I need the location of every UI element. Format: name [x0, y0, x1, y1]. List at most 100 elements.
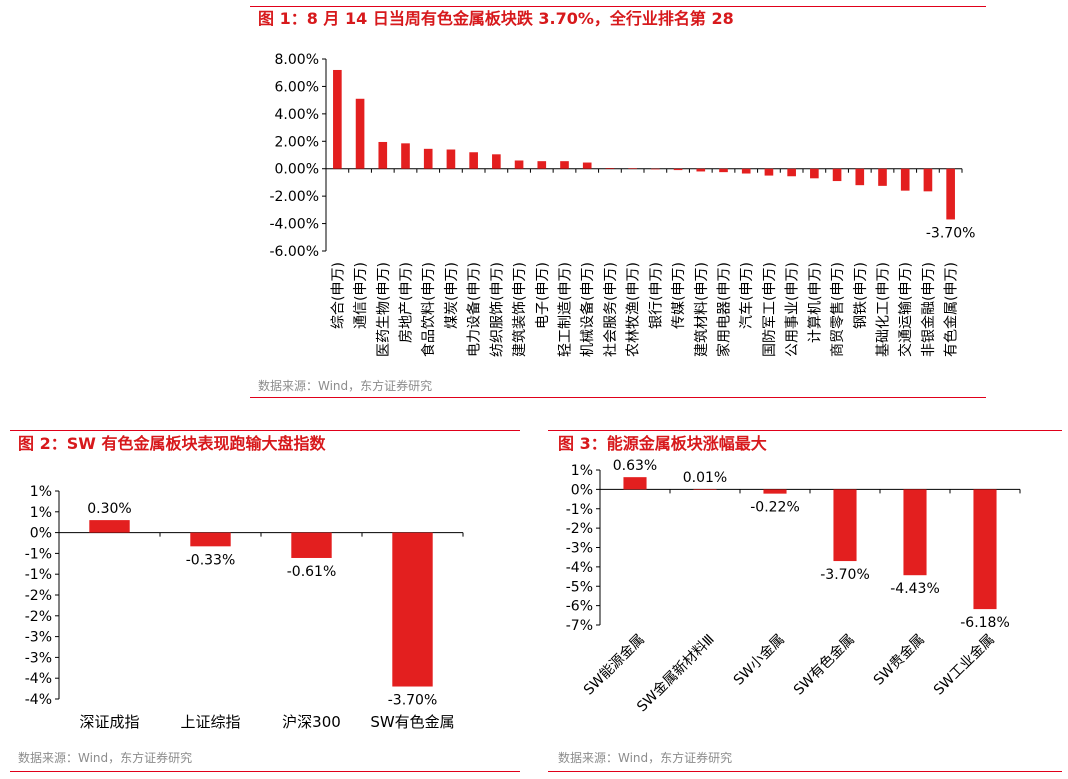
bar-3: [763, 489, 787, 494]
category-label: 深证成指: [79, 713, 139, 731]
chart2-top-rule: [10, 430, 520, 431]
bar-24: [855, 168, 865, 186]
data-label: 0.30%: [87, 501, 131, 517]
category-label: 医药生物(申万): [376, 262, 392, 357]
bar-26: [900, 168, 910, 191]
chart1-plot: 8.00% 6.00% 4.00% 2.00% 0.00% -2.00% -4.00% -6.…: [269, 52, 976, 357]
y-tick-label: -4.00%: [269, 217, 319, 233]
data-label: -6.18%: [960, 615, 1010, 631]
y-tick-label: -1%: [566, 502, 593, 518]
y-tick-label: -1%: [25, 546, 52, 562]
bar-2: [355, 98, 365, 169]
bar-16: [673, 168, 683, 171]
bar-25: [878, 168, 887, 186]
y-tick-label: 2.00%: [275, 134, 319, 150]
bar-17: [696, 168, 706, 172]
bar-21: [787, 168, 796, 177]
category-label: 基础化工(申万): [875, 262, 892, 357]
category-label: 电力设备(申万): [466, 262, 483, 357]
y-tick-label: -4%: [566, 560, 593, 576]
chart1-title: 图 1：8 月 14 日当周有色金属板块跌 3.70%，全行业排名第 28: [258, 9, 734, 28]
y-tick-label: 1%: [30, 505, 52, 521]
bar-23: [832, 168, 842, 182]
y-tick-label: 6.00%: [275, 79, 319, 95]
data-label: -4.43%: [890, 581, 940, 597]
category-label: 煤炭(申万): [444, 262, 460, 329]
bar-2: [693, 489, 717, 490]
chart2-title: 图 2：SW 有色金属板块表现跑输大盘指数: [18, 434, 326, 453]
category-label: 建筑材料(申万): [694, 262, 710, 357]
category-label: 国防军工(申万): [762, 262, 778, 357]
bar-5: [423, 148, 433, 169]
chart2-source: 数据来源：Wind，东方证券研究: [18, 751, 193, 765]
bar-15: [651, 168, 660, 170]
bar-1: [89, 520, 130, 533]
bar-5: [903, 489, 927, 576]
y-tick-label: 1%: [571, 463, 593, 479]
category-label: SW工业金属: [931, 632, 998, 699]
data-label: -3.70%: [388, 693, 438, 709]
bar-13: [605, 168, 615, 169]
bar-12: [582, 162, 592, 169]
chart3-source: 数据来源：Wind，东方证券研究: [558, 751, 733, 765]
y-tick-label: -2.00%: [269, 189, 319, 205]
category-label: 轻工制造(申万): [558, 262, 574, 357]
category-label: 银行(申万): [648, 262, 664, 329]
bar-4: [401, 143, 410, 169]
data-label: -0.33%: [186, 552, 236, 568]
bar-27: [923, 168, 933, 192]
y-tick-label: -7%: [566, 618, 593, 634]
chart3-bottom-rule: [548, 771, 1062, 772]
y-tick-label: -4%: [25, 671, 52, 687]
y-tick-label: 0%: [571, 482, 593, 498]
y-tick-label: -3%: [25, 650, 52, 666]
category-label: 有色金属(申万): [943, 262, 960, 357]
bar-22: [810, 168, 819, 179]
category-label: 建筑装饰(申万): [512, 262, 528, 357]
y-tick-label: -6.00%: [269, 244, 319, 260]
category-label: 社会服务(申万): [603, 262, 619, 357]
data-label: 0.63%: [613, 458, 657, 474]
bar-18: [719, 168, 728, 173]
category-label: SW金属新材料Ⅲ: [634, 632, 718, 716]
bar-7: [469, 152, 478, 169]
category-label: 家用电器(申万): [716, 262, 733, 357]
bar-28: [946, 168, 955, 220]
category-label: SW有色金属: [370, 713, 454, 731]
bar-14: [628, 168, 637, 169]
category-label: 通信(申万): [353, 262, 369, 329]
category-label: 交通运输(申万): [897, 262, 914, 357]
category-label: 房地产(申万): [399, 262, 415, 343]
y-tick-label: -1%: [25, 567, 52, 583]
y-tick-label: 0.00%: [275, 162, 319, 178]
chart3-title: 图 3：能源金属板块涨幅最大: [558, 434, 767, 453]
bar-4: [392, 532, 433, 687]
category-label: SW有色金属: [790, 631, 858, 699]
bar-1: [623, 477, 647, 490]
category-label: SW小金属: [731, 632, 788, 689]
y-tick-label: 0%: [30, 526, 52, 542]
data-label: -3.70%: [820, 567, 870, 583]
category-label: 农林牧渔(申万): [626, 262, 642, 357]
y-tick-label: -4%: [25, 692, 52, 708]
bar-20: [764, 168, 774, 176]
category-label: 传媒(申万): [671, 262, 687, 329]
category-label: SW贵金属: [871, 632, 928, 689]
bar-6: [973, 489, 997, 610]
bar-4: [833, 489, 857, 562]
category-label: 计算机(申万): [807, 262, 823, 343]
category-label: 公用事业(申万): [785, 262, 801, 357]
bar-11: [560, 161, 569, 169]
data-label: -0.61%: [287, 564, 337, 580]
data-label: 0.01%: [683, 470, 727, 486]
bar-6: [446, 149, 456, 169]
y-tick-label: -2%: [566, 521, 593, 537]
data-label: -3.70%: [926, 225, 976, 241]
bar-1: [333, 69, 342, 169]
bar-3: [291, 532, 332, 558]
y-tick-label: -3%: [566, 541, 593, 557]
category-label: 沪深300: [282, 713, 341, 731]
bar-8: [492, 154, 501, 169]
